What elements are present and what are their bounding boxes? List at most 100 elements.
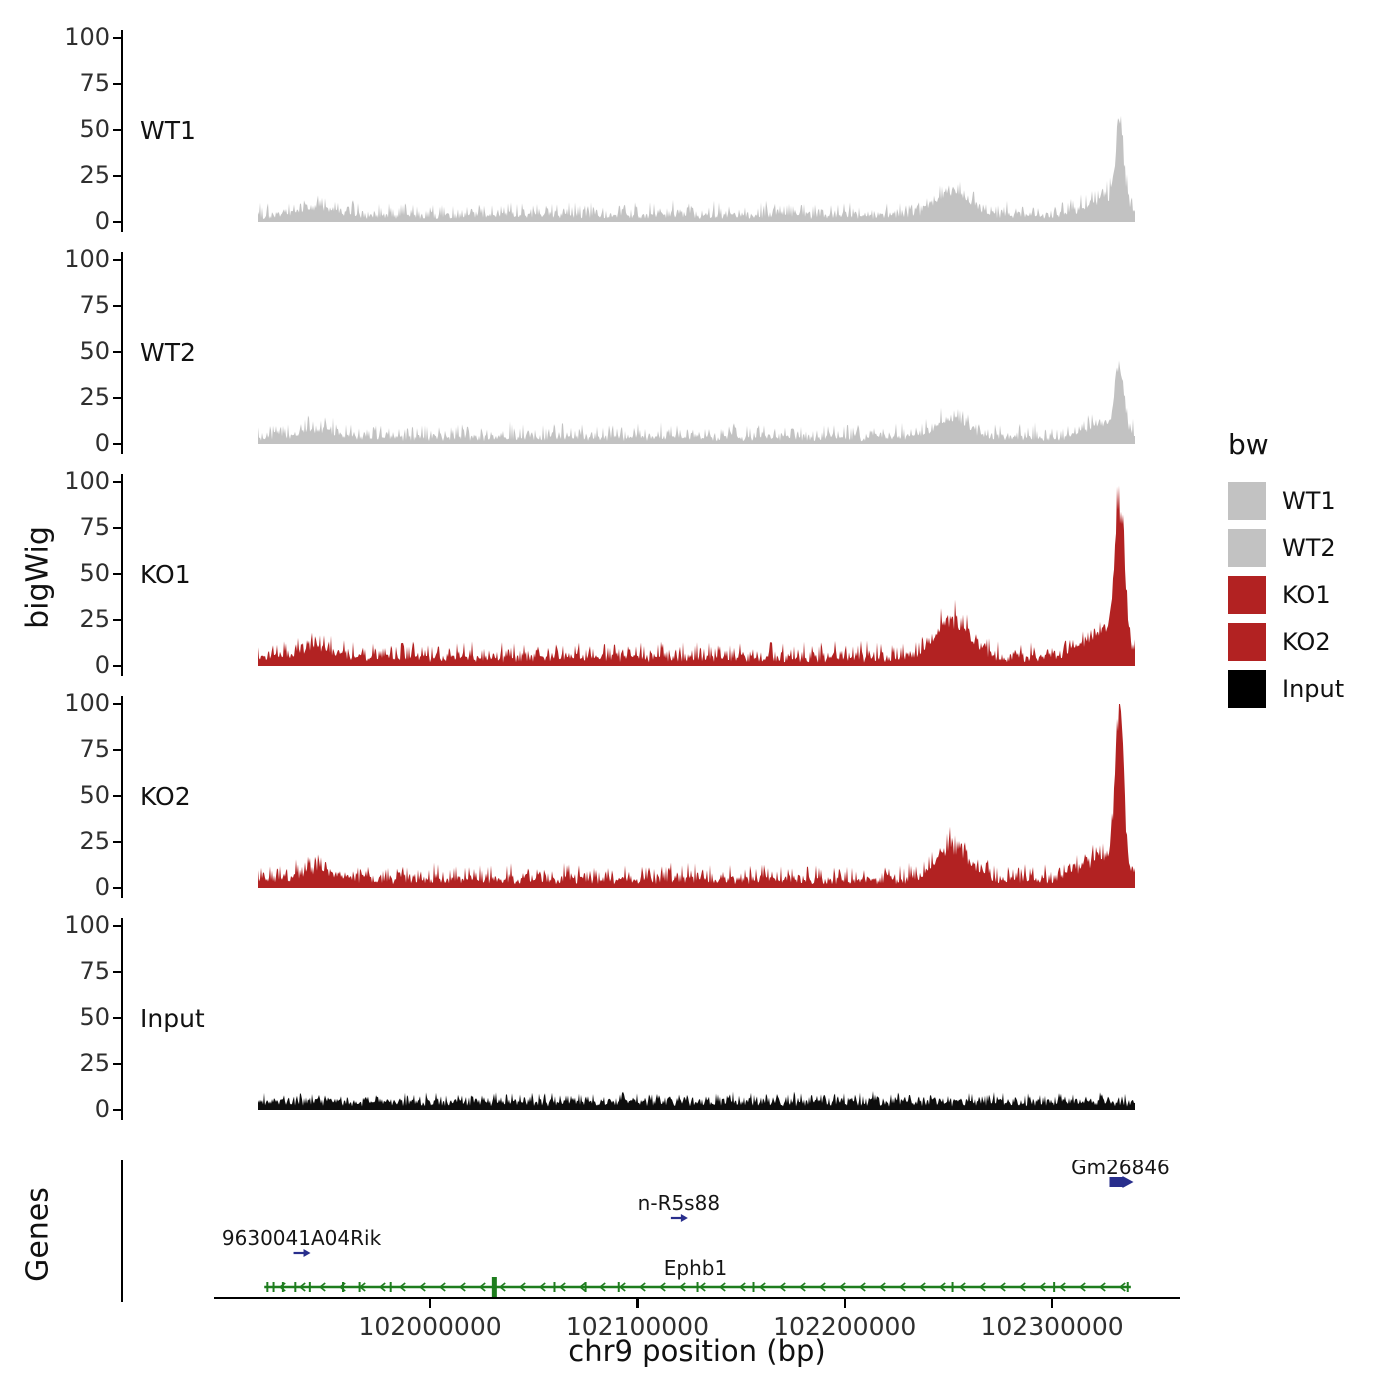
y-axis-line <box>121 474 123 676</box>
gene-strand-arrow-icon <box>298 1282 306 1292</box>
x-tick <box>843 1299 847 1308</box>
y-axis-title: bigWig <box>20 526 56 629</box>
legend-entries: WT1 WT2 KO1 KO2 Input <box>1228 477 1344 712</box>
gene-label-ephb1: Ephb1 <box>664 1256 727 1280</box>
gene-label-gm26846: Gm26846 <box>1071 1160 1170 1179</box>
gene-strand-arrow-icon <box>458 1282 466 1292</box>
gene-strand-arrow-icon <box>658 1282 666 1292</box>
y-tick-label: 0 <box>94 207 110 235</box>
gene-strand-arrow-icon <box>478 1282 486 1292</box>
track-label-ko1: KO1 <box>140 560 191 589</box>
gene-strand-arrow-icon <box>518 1282 526 1292</box>
legend-swatch-ko2 <box>1228 622 1266 661</box>
gene-strand-arrow-icon <box>898 1282 906 1292</box>
gene-strand-arrow-icon <box>758 1282 766 1292</box>
gene-strand-arrow-icon <box>598 1282 606 1292</box>
legend-label: WT1 <box>1282 486 1336 515</box>
y-tick-label: 25 <box>79 161 110 189</box>
y-tick-label: 75 <box>79 291 110 319</box>
y-tick <box>113 397 121 400</box>
signal-area-input <box>258 1091 1135 1110</box>
legend-swatch-wt2 <box>1228 528 1266 567</box>
gene-strand-arrow-icon <box>538 1282 546 1292</box>
y-tick-label: 25 <box>79 383 110 411</box>
gene-strand-arrow-icon <box>638 1282 646 1292</box>
y-tick-label: 0 <box>94 651 110 679</box>
y-tick-label: 25 <box>79 605 110 633</box>
track-label-wt2: WT2 <box>140 338 196 367</box>
gene-strand-arrow-icon <box>978 1282 986 1292</box>
gene-strand-arrow-icon <box>818 1282 826 1292</box>
signal-area-ko2 <box>258 704 1135 888</box>
gene-strand-arrow-icon <box>358 1282 366 1292</box>
x-axis-title: chr9 position (bp) <box>568 1334 826 1368</box>
gene-strand-arrow-icon <box>858 1282 866 1292</box>
y-tick <box>113 481 121 484</box>
signal-area-ko1 <box>258 485 1135 666</box>
gene-strand-arrow-icon <box>938 1282 946 1292</box>
y-tick <box>113 795 121 798</box>
track-panel-ko1 <box>258 485 1135 666</box>
y-tick-label: 25 <box>79 1049 110 1077</box>
gene-strand-arrow-icon <box>718 1282 726 1292</box>
gene-strand-arrow-icon <box>618 1282 626 1292</box>
legend-label: Input <box>1282 674 1345 703</box>
y-tick <box>113 305 121 308</box>
y-tick <box>113 129 121 132</box>
y-tick <box>113 351 121 354</box>
gene-strand-arrow-icon <box>680 1214 688 1222</box>
genes-panel: Gm26846 n-R5s88 9630041A04Rik Ephb1 <box>222 1160 1170 1297</box>
x-tick-label: 102300000 <box>980 1312 1124 1341</box>
gene-strand-arrow-icon <box>378 1282 386 1292</box>
gene-strand-arrow-icon <box>1098 1282 1106 1292</box>
y-tick-label: 75 <box>79 69 110 97</box>
y-tick <box>113 573 121 576</box>
gene-strand-arrow-icon <box>1058 1282 1066 1292</box>
y-tick <box>113 1017 121 1020</box>
genes-axis-line <box>121 1160 123 1302</box>
y-axis-line <box>121 918 123 1120</box>
y-axis-line <box>121 30 123 232</box>
gene-strand-arrow-icon <box>578 1282 586 1292</box>
y-tick-label: 100 <box>64 689 110 717</box>
track-label-ko2: KO2 <box>140 782 191 811</box>
gene-strand-arrow-icon <box>798 1282 806 1292</box>
gene-strand-arrow-icon <box>1122 1176 1134 1188</box>
y-tick <box>113 1109 121 1112</box>
gene-label-n-r5s88: n-R5s88 <box>638 1191 720 1215</box>
gene-strand-arrow-icon <box>1038 1282 1046 1292</box>
gene-strand-arrow-icon <box>303 1249 311 1257</box>
legend-label: KO2 <box>1282 627 1331 656</box>
gene-strand-arrow-icon <box>778 1282 786 1292</box>
y-tick <box>113 749 121 752</box>
track-panel-input <box>258 1091 1135 1110</box>
track-panel-ko2 <box>258 704 1135 888</box>
y-tick <box>113 971 121 974</box>
y-tick <box>113 221 121 224</box>
gene-strand-arrow-icon <box>878 1282 886 1292</box>
y-tick-label: 100 <box>64 23 110 51</box>
legend-swatch-wt1 <box>1228 481 1266 520</box>
legend-entry-ko2: KO2 <box>1228 618 1344 665</box>
legend-swatch-input <box>1228 669 1266 708</box>
y-tick-label: 100 <box>64 467 110 495</box>
y-tick <box>113 925 121 928</box>
gene-strand-arrow-icon <box>958 1282 966 1292</box>
y-tick <box>113 259 121 262</box>
track-panel-wt1 <box>258 115 1135 222</box>
gene-strand-arrow-icon <box>698 1282 706 1292</box>
y-tick <box>113 37 121 40</box>
y-tick <box>113 619 121 622</box>
gene-strand-arrow-icon <box>438 1282 446 1292</box>
y-tick <box>113 443 121 446</box>
gene-strand-arrow-icon <box>678 1282 686 1292</box>
y-tick <box>113 703 121 706</box>
signal-area-wt1 <box>258 115 1135 222</box>
genes-axis-title: Genes <box>20 1187 56 1282</box>
y-tick-label: 25 <box>79 827 110 855</box>
y-tick-label: 0 <box>94 873 110 901</box>
gene-label-9630041a04rik: 9630041A04Rik <box>222 1226 382 1250</box>
gene-strand-arrow-icon <box>318 1282 326 1292</box>
y-tick-label: 50 <box>79 781 110 809</box>
